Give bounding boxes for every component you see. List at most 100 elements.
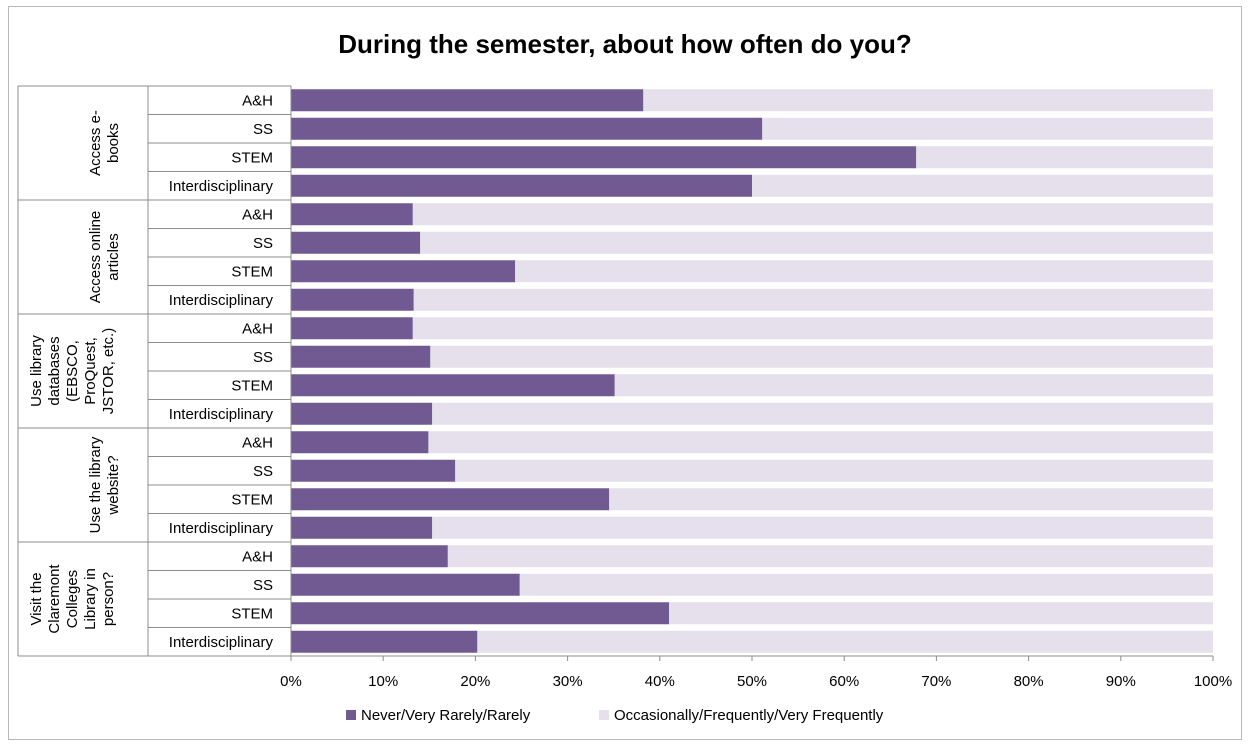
- group-label-line: ProQuest,: [82, 337, 99, 405]
- group-label-line: website?: [105, 455, 122, 515]
- bar-occasionally: [762, 117, 1213, 140]
- bar-never-rarely: [291, 545, 448, 568]
- x-tick-label: 80%: [1014, 673, 1044, 690]
- category-label: A&H: [242, 548, 273, 565]
- x-tick-label: 30%: [553, 673, 583, 690]
- bar-occasionally: [432, 516, 1213, 539]
- bar-never-rarely: [291, 459, 456, 482]
- x-tick-label: 0%: [280, 673, 302, 690]
- x-tick-label: 70%: [921, 673, 951, 690]
- category-label: SS: [253, 121, 273, 138]
- category-label: Interdisciplinary: [169, 634, 274, 651]
- category-label: STEM: [231, 149, 273, 166]
- bar-never-rarely: [291, 89, 644, 112]
- category-label: STEM: [231, 605, 273, 622]
- x-tick-label: 100%: [1194, 673, 1232, 690]
- group-label-line: Access online: [87, 211, 104, 304]
- bar-never-rarely: [291, 260, 516, 283]
- group-label-line: Library in: [82, 568, 99, 630]
- bar-never-rarely: [291, 288, 414, 311]
- x-tick-label: 60%: [829, 673, 859, 690]
- group-label-line: JSTOR, etc.): [100, 328, 117, 414]
- legend-swatch: [599, 710, 609, 720]
- bar-occasionally: [430, 345, 1213, 368]
- group-label: Access onlinearticles: [87, 211, 122, 304]
- category-label: A&H: [242, 206, 273, 223]
- category-label: A&H: [242, 434, 273, 451]
- bar-never-rarely: [291, 488, 610, 511]
- bar-occasionally: [752, 174, 1213, 197]
- axes: A&H SS STEM Interdisciplinary Access e-books…: [17, 85, 1232, 690]
- group-label-line: person?: [100, 572, 117, 626]
- chart-title: During the semester, about how often do …: [338, 29, 911, 59]
- category-label: SS: [253, 577, 273, 594]
- group-label-line: Visit the: [28, 572, 45, 625]
- bar-occasionally: [477, 630, 1213, 653]
- category-label: Interdisciplinary: [169, 406, 274, 423]
- bar-never-rarely: [291, 231, 421, 254]
- group-label-line: articles: [105, 233, 122, 281]
- category-label: SS: [253, 349, 273, 366]
- bar-occasionally: [432, 402, 1213, 425]
- bar-never-rarely: [291, 630, 478, 653]
- group-label-line: Use the library: [87, 436, 104, 533]
- bar-never-rarely: [291, 402, 433, 425]
- legend-label: Never/Very Rarely/Rarely: [361, 707, 531, 724]
- group-label-line: Use library: [28, 335, 45, 407]
- category-label: STEM: [231, 263, 273, 280]
- group-label-line: Claremont: [46, 564, 63, 634]
- bar-occasionally: [669, 602, 1213, 625]
- bar-never-rarely: [291, 117, 763, 140]
- group-label: Use librarydatabases(EBSCO,ProQuest,JSTO…: [28, 328, 117, 414]
- bar-never-rarely: [291, 203, 413, 226]
- bar-never-rarely: [291, 317, 413, 340]
- group-label-line: Access e-: [87, 110, 104, 176]
- category-label: STEM: [231, 491, 273, 508]
- group-label: Use the librarywebsite?: [87, 436, 122, 533]
- bar-occasionally: [413, 288, 1214, 311]
- bar-never-rarely: [291, 573, 520, 596]
- legend-swatch: [346, 710, 356, 720]
- x-tick-label: 50%: [737, 673, 767, 690]
- bar-occasionally: [420, 231, 1214, 254]
- bar-occasionally: [515, 260, 1213, 283]
- bar-occasionally: [916, 146, 1213, 169]
- legend: Never/Very Rarely/Rarely Occasionally/Fre…: [346, 707, 884, 724]
- bar-occasionally: [447, 545, 1213, 568]
- bar-never-rarely: [291, 174, 752, 197]
- category-label: Interdisciplinary: [169, 178, 274, 195]
- bar-occasionally: [643, 89, 1213, 112]
- group-label: Access e-books: [87, 110, 122, 176]
- category-label: A&H: [242, 320, 273, 337]
- bar-occasionally: [412, 317, 1214, 340]
- group-label: Visit theClaremontCollegesLibrary inpers…: [28, 564, 117, 634]
- plot-area: [291, 89, 1214, 653]
- group-label-line: (EBSCO,: [64, 340, 81, 402]
- bar-never-rarely: [291, 516, 433, 539]
- group-label-line: databases: [46, 336, 63, 405]
- category-label: A&H: [242, 92, 273, 109]
- bar-occasionally: [412, 203, 1214, 226]
- bar-occasionally: [428, 431, 1213, 454]
- category-label: SS: [253, 235, 273, 252]
- category-label: Interdisciplinary: [169, 292, 274, 309]
- x-tick-label: 20%: [460, 673, 490, 690]
- bar-occasionally: [609, 488, 1213, 511]
- bar-never-rarely: [291, 345, 431, 368]
- group-label-line: books: [105, 123, 122, 163]
- category-label: Interdisciplinary: [169, 520, 274, 537]
- category-label: STEM: [231, 377, 273, 394]
- bar-occasionally: [455, 459, 1214, 482]
- bar-never-rarely: [291, 431, 429, 454]
- bar-occasionally: [519, 573, 1213, 596]
- category-label: SS: [253, 463, 273, 480]
- x-tick-label: 10%: [368, 673, 398, 690]
- bar-never-rarely: [291, 602, 670, 625]
- bar-occasionally: [614, 374, 1213, 397]
- bar-never-rarely: [291, 146, 917, 169]
- legend-label: Occasionally/Frequently/Very Frequently: [614, 707, 884, 724]
- x-tick-label: 90%: [1106, 673, 1136, 690]
- x-tick-label: 40%: [645, 673, 675, 690]
- bar-never-rarely: [291, 374, 615, 397]
